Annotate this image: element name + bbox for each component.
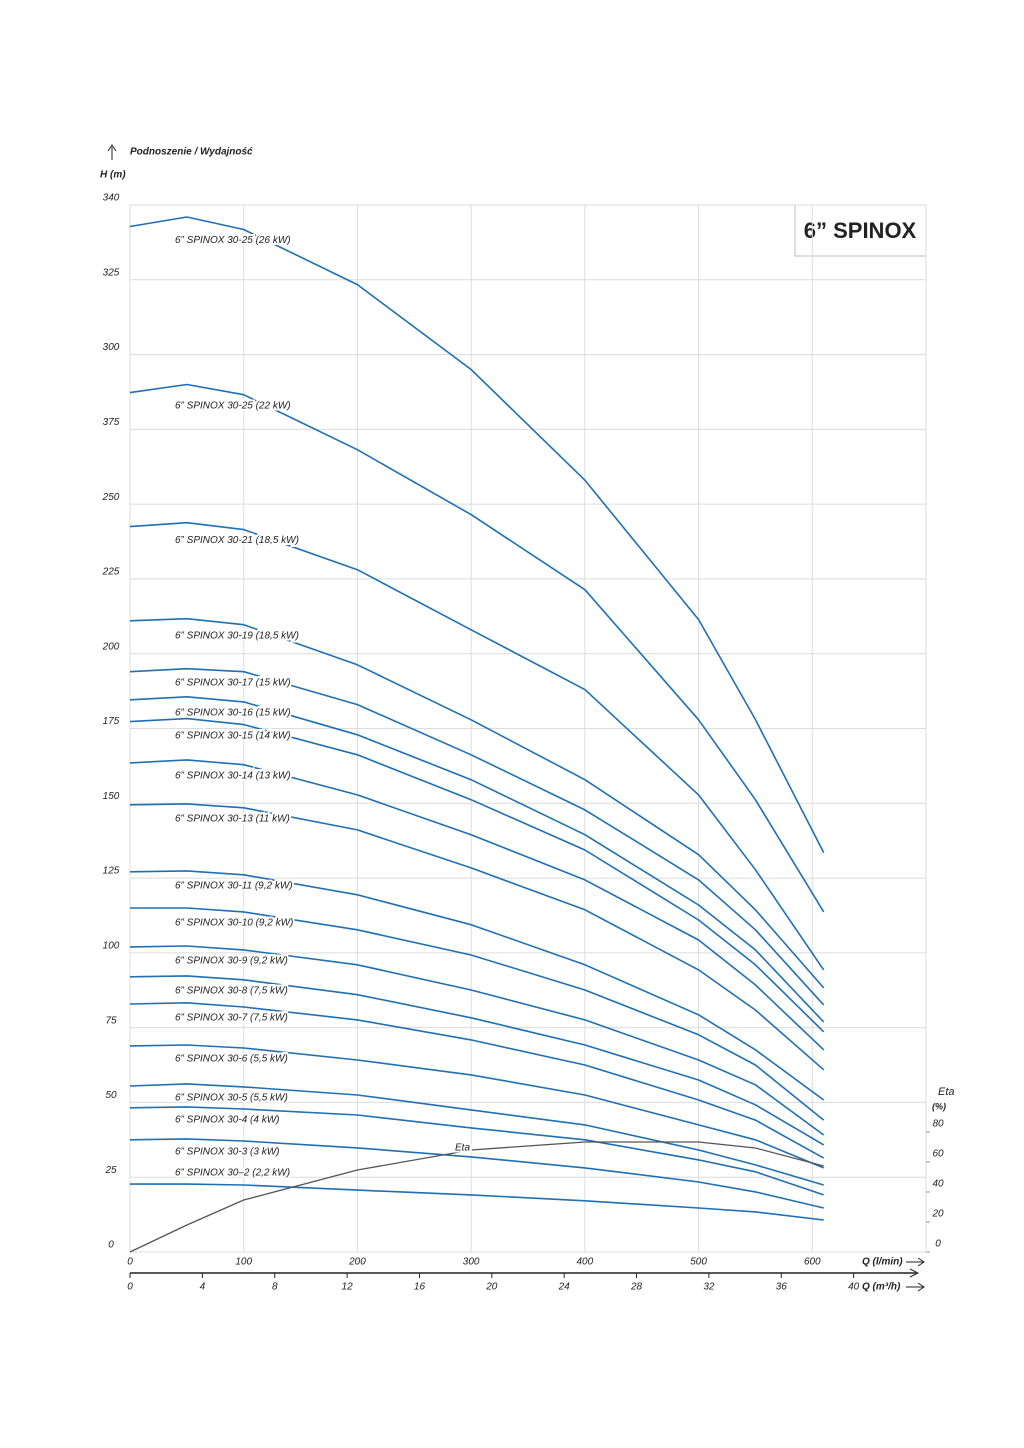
x2-tick-label: 16 [414, 1282, 426, 1293]
y-arrow [107, 144, 117, 160]
x-axis-arrow [909, 1268, 920, 1278]
x2-tick-label: 20 [485, 1282, 498, 1293]
series-label: 6” SPINOX 30-19 (18,5 kW) [175, 630, 299, 641]
curve [129, 216, 825, 853]
series-label: 6” SPINOX 30-25 (26 kW) [175, 235, 291, 246]
x2-tick-label: 24 [558, 1282, 571, 1293]
y-tick-label: 225 [102, 567, 120, 578]
curve [129, 521, 825, 971]
curve [129, 975, 825, 1146]
y-tick-label: 100 [103, 940, 120, 951]
series-label: 6” SPINOX 30-4 (4 kW) [175, 1115, 279, 1126]
x-tick-label: 100 [235, 1257, 252, 1268]
y-tick-label: 0 [108, 1240, 114, 1251]
curve [129, 1106, 824, 1196]
curve [129, 1141, 824, 1253]
series-label: 6” SPINOX 30-8 (7,5 kW) [175, 985, 288, 996]
y2-tick-label: 40 [932, 1179, 944, 1190]
x2-tick-label: 28 [630, 1282, 643, 1293]
series-label: 6” SPINOX 30-3 (3 kW) [175, 1147, 279, 1158]
x-tick-label: 200 [348, 1257, 366, 1268]
curve [129, 717, 825, 1033]
x2-tick-label: 40 [848, 1282, 860, 1293]
curve [129, 1044, 825, 1169]
curve [129, 696, 825, 1023]
axis-arrows [906, 1257, 925, 1292]
curve [130, 1183, 824, 1221]
subtitle: Podnoszenie / Wydajność [130, 147, 253, 158]
curve [129, 1002, 825, 1159]
y2-tick-label: 80 [932, 1119, 944, 1130]
chart-title: 6” SPINOX [804, 218, 917, 243]
series-label: 6” SPINOX 30-13 (11 kW) [175, 813, 290, 824]
x2-tick-label: 8 [272, 1282, 278, 1293]
x2-tick-label: 0 [127, 1282, 133, 1293]
series-label: 6” SPINOX 30-25 (22 kW) [175, 400, 291, 411]
x-axis-title: Q (l/min) [862, 1257, 903, 1268]
y-tick-label: 150 [103, 791, 120, 802]
curve [129, 945, 825, 1136]
series-label: 6” SPINOX 30-15 (14 kW) [175, 730, 291, 741]
series-label: 6” SPINOX 30–2 (2,2 kW) [175, 1168, 290, 1179]
y-tick-label: 325 [103, 267, 120, 278]
y2-tick-label: 60 [932, 1149, 944, 1160]
y-tick-label: 250 [102, 492, 120, 503]
y2-axis-title: Eta [938, 1086, 955, 1098]
series-label: 6” SPINOX 30-14 (13 kW) [175, 770, 291, 781]
y2-axis-unit: (%) [932, 1101, 946, 1111]
series-label: 6” SPINOX 30-11 (9,2 kW) [175, 880, 293, 891]
series-label: 6” SPINOX 30-10 (9,2 kW) [175, 918, 293, 929]
x-tick-label: 500 [690, 1257, 707, 1268]
curve [129, 803, 825, 1071]
series-label: 6” SPINOX 30-17 (15 kW) [175, 677, 291, 688]
x2-tick-label: 36 [776, 1282, 788, 1293]
y-tick-label: 340 [103, 193, 120, 204]
x2-tick-label: 12 [342, 1282, 354, 1293]
series-label: Eta [455, 1143, 470, 1154]
series-label: 6” SPINOX 30-5 (5,5 kW) [175, 1093, 288, 1104]
y-tick-label: 25 [104, 1165, 117, 1176]
series-label: 6” SPINOX 30-9 (9,2 kW) [175, 956, 288, 967]
series-label: 6” SPINOX 30-6 (5,5 kW) [175, 1054, 288, 1065]
x2-tick-label: 4 [200, 1282, 206, 1293]
curve [129, 667, 825, 1006]
title-box [794, 204, 927, 257]
y2-tick-label: 0 [935, 1239, 941, 1250]
y-tick-label: 175 [103, 716, 120, 727]
y-tick-label: 200 [102, 641, 120, 652]
series-label: 6” SPINOX 30-7 (7,5 kW) [175, 1013, 288, 1024]
series-label: 6” SPINOX 30-21 (18,5 kW) [175, 535, 299, 546]
y-tick-label: 50 [105, 1090, 117, 1101]
y-tick-label: 75 [105, 1015, 117, 1026]
y2-tick-label: 20 [931, 1209, 944, 1220]
y-tick-label: 125 [103, 866, 120, 877]
y-axis-title: H (m) [100, 170, 126, 181]
x-tick-label: 300 [463, 1257, 480, 1268]
x2-tick-label: 32 [703, 1282, 715, 1293]
y-tick-label: 300 [103, 342, 120, 353]
x-tick-label: 0 [127, 1257, 133, 1268]
curve [130, 907, 825, 1121]
x2-axis-title: Q (m³/h) [862, 1282, 901, 1293]
curve [129, 383, 825, 913]
curve [129, 870, 825, 1101]
y-tick-label: 375 [103, 417, 120, 428]
x-tick-label: 400 [577, 1257, 594, 1268]
curve [129, 1138, 824, 1209]
x-tick-label: 600 [804, 1257, 821, 1268]
curve [129, 1083, 824, 1186]
curve [129, 759, 825, 1051]
series-label: 6” SPINOX 30-16 (15 kW) [175, 708, 291, 719]
curve [129, 617, 825, 989]
